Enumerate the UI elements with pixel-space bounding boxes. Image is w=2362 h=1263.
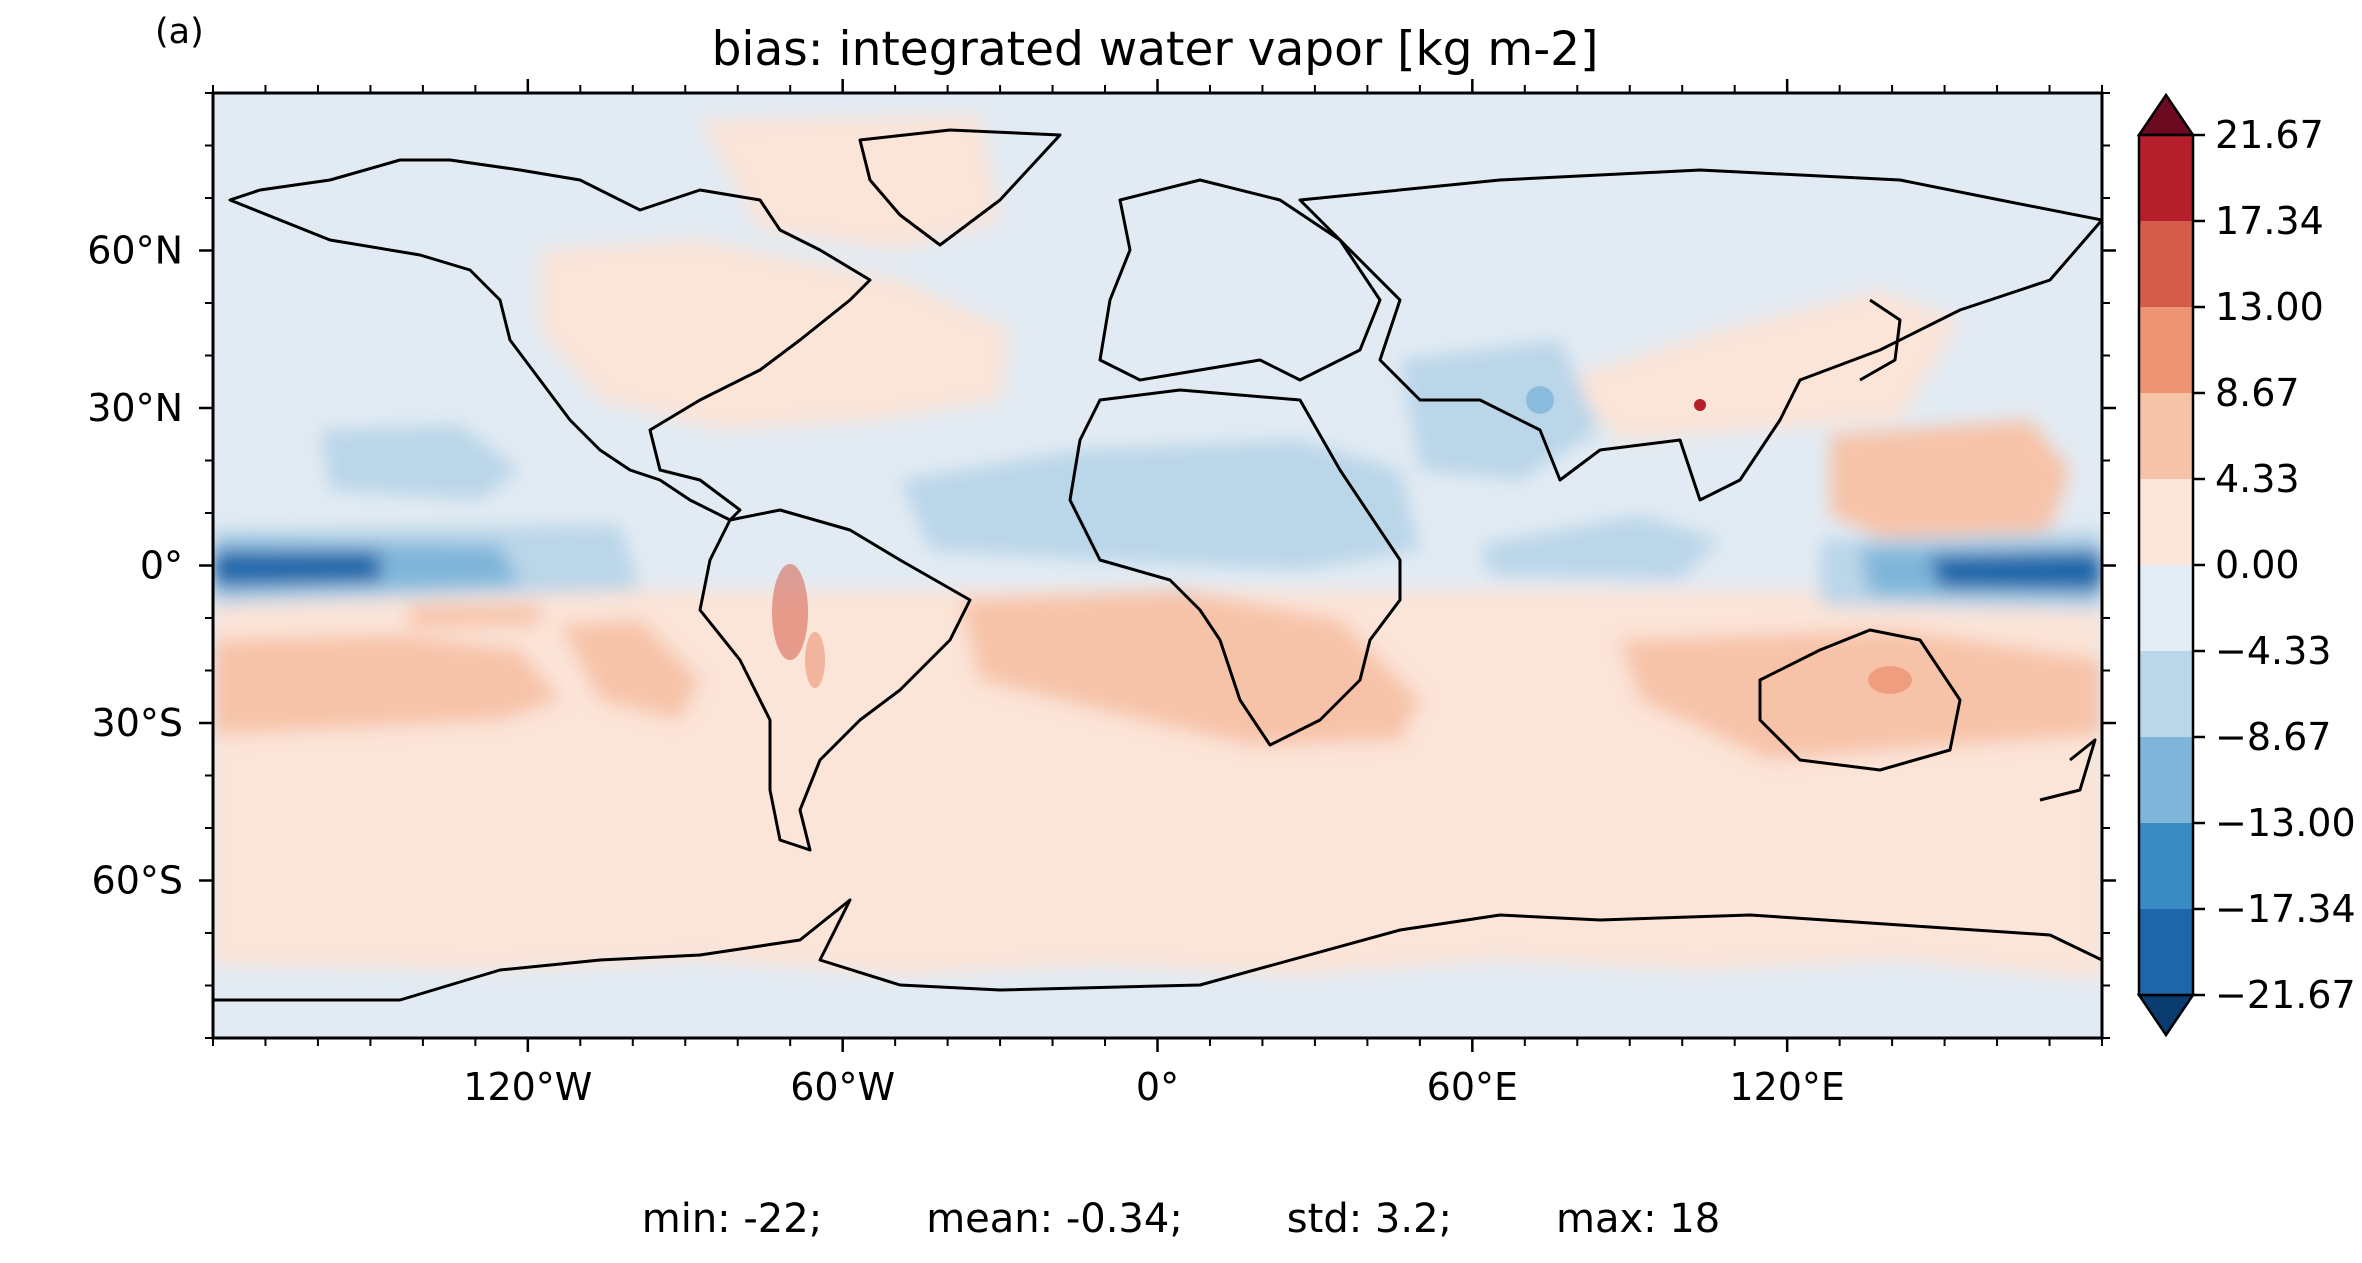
indian-ocean-positive	[1620, 630, 2102, 760]
colorbar-extend-min	[2136, 993, 2196, 1038]
andes-south-hotspot	[805, 632, 825, 688]
stat-max: max: 18	[1556, 1196, 1721, 1242]
colorbar-segment	[2139, 479, 2193, 565]
hotspot-layer	[772, 386, 1912, 694]
x-tick-label: 120°E	[1729, 1065, 1845, 1109]
north-pacific-negative	[320, 425, 520, 500]
colorbar-segment	[2139, 135, 2193, 221]
colorbar-tick-label: 21.67	[2215, 113, 2324, 157]
colorbar-segment	[2139, 307, 2193, 393]
antarctica-coast	[213, 898, 2102, 1002]
colorbar-extend-max	[2136, 92, 2196, 137]
new-zealand-coast	[2039, 738, 2097, 802]
colorbar: −21.67 −17.34 −13.00 −8.67 −4.33 0.00 4.33 8.67…	[2136, 92, 2356, 1038]
australia-hotspot	[1868, 666, 1912, 694]
colorbar-tick-label: 17.34	[2215, 199, 2324, 243]
west-pacific-negative-core	[1930, 552, 2102, 590]
colorbar-tick-label: −8.67	[2215, 715, 2331, 759]
japan-coast	[1859, 298, 1902, 382]
summary-statistics: min: -22; mean: -0.34; std: 3.2; max: 18	[0, 1196, 2362, 1242]
stat-mean: mean: -0.34;	[926, 1196, 1183, 1242]
colorbar-segment	[2139, 221, 2193, 307]
arctic-positive	[700, 115, 1000, 250]
colorbar-tick-label: 13.00	[2215, 285, 2324, 329]
greenland-coast	[858, 128, 1062, 247]
colorbar-segment	[2139, 393, 2193, 479]
colorbar-segment	[2139, 651, 2193, 737]
south-pacific-mid-positive	[410, 605, 540, 628]
colorbar-segment	[2139, 823, 2193, 909]
east-pacific-negative-core	[213, 552, 380, 585]
sw-pacific-positive	[213, 635, 560, 735]
colorbar-tick-label: −17.34	[2215, 887, 2356, 931]
colorbar-tick-label: −4.33	[2215, 629, 2331, 673]
sahara-negative	[900, 440, 1420, 570]
colorbar-tick-label: −13.00	[2215, 801, 2356, 845]
europe-africa-coast	[1068, 178, 1402, 747]
x-tick-label: 0°	[1136, 1065, 1179, 1109]
se-pacific-positive	[560, 620, 700, 720]
stat-std: std: 3.2;	[1286, 1196, 1452, 1242]
nw-pacific-positive	[1830, 420, 2070, 545]
y-tick-label: 0°	[140, 544, 183, 588]
bias-field-layer	[213, 115, 2102, 980]
x-tick-label: 60°W	[790, 1065, 895, 1109]
north-america-coast	[228, 158, 872, 522]
colorbar-tick-label: −21.67	[2215, 973, 2356, 1017]
north-atlantic-positive	[540, 240, 1010, 430]
tibet-hotspot	[1526, 386, 1554, 414]
colorbar-segment	[2139, 737, 2193, 823]
x-tick-label: 120°W	[463, 1065, 592, 1109]
stat-min: min: -22;	[641, 1196, 823, 1242]
y-tick-label: 30°S	[92, 701, 183, 745]
axes-group: 120°W 60°W 0° 60°E 120°E 60°N 30°N 0° 30°S 60°S	[87, 79, 2116, 1109]
colorbar-segment	[2139, 565, 2193, 651]
south-atlantic-positive	[960, 590, 1420, 745]
chart-title: bias: integrated water vapor [kg m-2]	[711, 22, 1599, 77]
asia-coast	[1298, 168, 2102, 502]
colorbar-tick-label: 8.67	[2215, 371, 2300, 415]
colorbar-segment	[2139, 909, 2193, 995]
andes-hotspot	[772, 564, 808, 660]
east-asia-positive	[1560, 290, 1960, 440]
south-america-coast	[698, 508, 972, 852]
coastline-layer	[213, 128, 2102, 1002]
panel-label: (a)	[155, 12, 204, 52]
australia-coast	[1758, 628, 1962, 772]
colorbar-tick-label: 4.33	[2215, 457, 2300, 501]
indian-equatorial-negative	[1480, 515, 1720, 580]
himalaya-hotspot	[1694, 399, 1706, 411]
y-tick-label: 30°N	[87, 386, 183, 430]
x-tick-label: 60°E	[1427, 1065, 1518, 1109]
y-tick-label: 60°S	[92, 859, 183, 903]
y-tick-label: 60°N	[87, 229, 183, 273]
colorbar-tick-label: 0.00	[2215, 543, 2300, 587]
